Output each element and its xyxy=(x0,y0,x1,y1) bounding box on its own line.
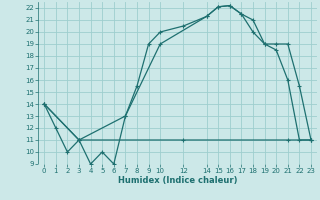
X-axis label: Humidex (Indice chaleur): Humidex (Indice chaleur) xyxy=(118,176,237,185)
